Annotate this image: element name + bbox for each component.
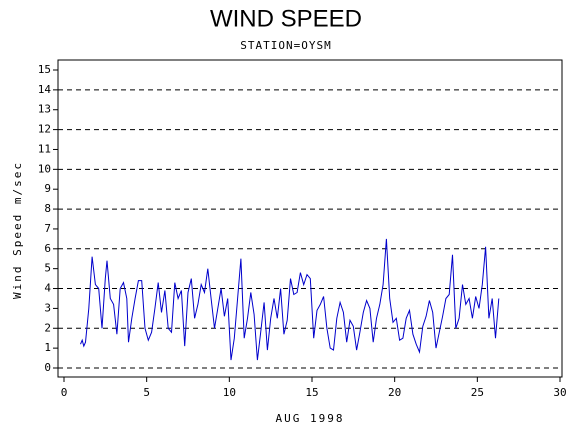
y-tick-label: 8 [44,202,51,215]
y-tick-label: 11 [38,142,51,155]
y-axis-label: Wind Speed m/sec [11,161,24,299]
x-tick-label: 20 [388,386,401,399]
y-tick-label: 4 [44,282,51,295]
y-tick-label: 10 [38,162,51,175]
chart-title: WIND SPEED [210,5,362,32]
x-tick-label: 30 [553,386,566,399]
y-tick-label: 12 [38,123,51,136]
plot-frame [57,59,563,378]
y-tick-label: 7 [44,222,51,235]
y-tick-label: 14 [38,83,52,96]
chart-subtitle: STATION=OYSM [240,39,331,52]
y-tick-label: 5 [44,262,51,275]
y-tick-label: 1 [44,341,51,354]
data-line [80,238,500,361]
y-tick-label: 9 [44,182,51,195]
y-tick-label: 13 [38,103,51,116]
x-tick-label: 15 [305,386,318,399]
x-axis-label: AUG 1998 [276,412,345,425]
x-tick-label: 5 [143,386,150,399]
y-tick-label: 3 [44,301,51,314]
x-tick-label: 0 [61,386,68,399]
y-tick-label: 15 [38,63,51,76]
y-tick-label: 0 [44,361,51,374]
x-tick-label: 25 [471,386,484,399]
y-tick-label: 2 [44,321,51,334]
x-tick-label: 10 [223,386,236,399]
y-tick-label: 6 [44,242,51,255]
